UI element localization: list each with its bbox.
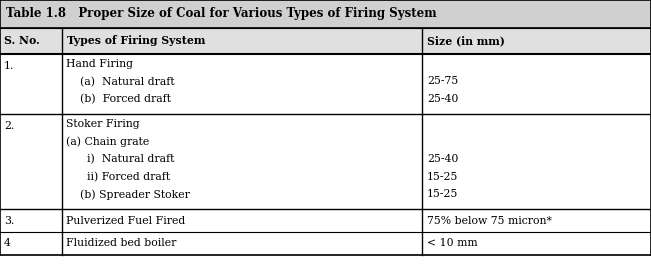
Text: 1.: 1. — [4, 61, 14, 71]
Text: 25-40: 25-40 — [427, 154, 458, 164]
Text: Hand Firing: Hand Firing — [66, 59, 133, 69]
Bar — [0, 0, 651, 28]
Text: (b) Spreader Stoker: (b) Spreader Stoker — [66, 189, 190, 199]
Text: (a) Chain grate: (a) Chain grate — [66, 137, 149, 147]
Text: Pulverized Fuel Fired: Pulverized Fuel Fired — [66, 216, 186, 225]
Text: < 10 mm: < 10 mm — [427, 238, 478, 248]
Text: 15-25: 15-25 — [427, 171, 458, 181]
Text: S. No.: S. No. — [4, 35, 40, 47]
Text: Table 1.8   Proper Size of Coal for Various Types of Firing System: Table 1.8 Proper Size of Coal for Variou… — [6, 7, 437, 20]
Text: (b)  Forced draft: (b) Forced draft — [66, 94, 171, 104]
Text: 25-40: 25-40 — [427, 94, 458, 104]
Text: 15-25: 15-25 — [427, 189, 458, 199]
Text: 3.: 3. — [4, 216, 14, 225]
Text: ii) Forced draft: ii) Forced draft — [66, 171, 170, 182]
Text: i)  Natural draft: i) Natural draft — [66, 154, 174, 164]
Bar — [0, 28, 651, 54]
Text: Types of Firing System: Types of Firing System — [67, 35, 205, 47]
Text: 25-75: 25-75 — [427, 76, 458, 86]
Text: 2.: 2. — [4, 121, 14, 131]
Text: Size (in mm): Size (in mm) — [427, 35, 505, 47]
Text: 75% below 75 micron*: 75% below 75 micron* — [427, 216, 552, 225]
Text: Stoker Firing: Stoker Firing — [66, 119, 139, 129]
Text: (a)  Natural draft: (a) Natural draft — [66, 76, 174, 87]
Text: Fluidized bed boiler: Fluidized bed boiler — [66, 238, 176, 248]
Text: 4: 4 — [4, 238, 11, 248]
